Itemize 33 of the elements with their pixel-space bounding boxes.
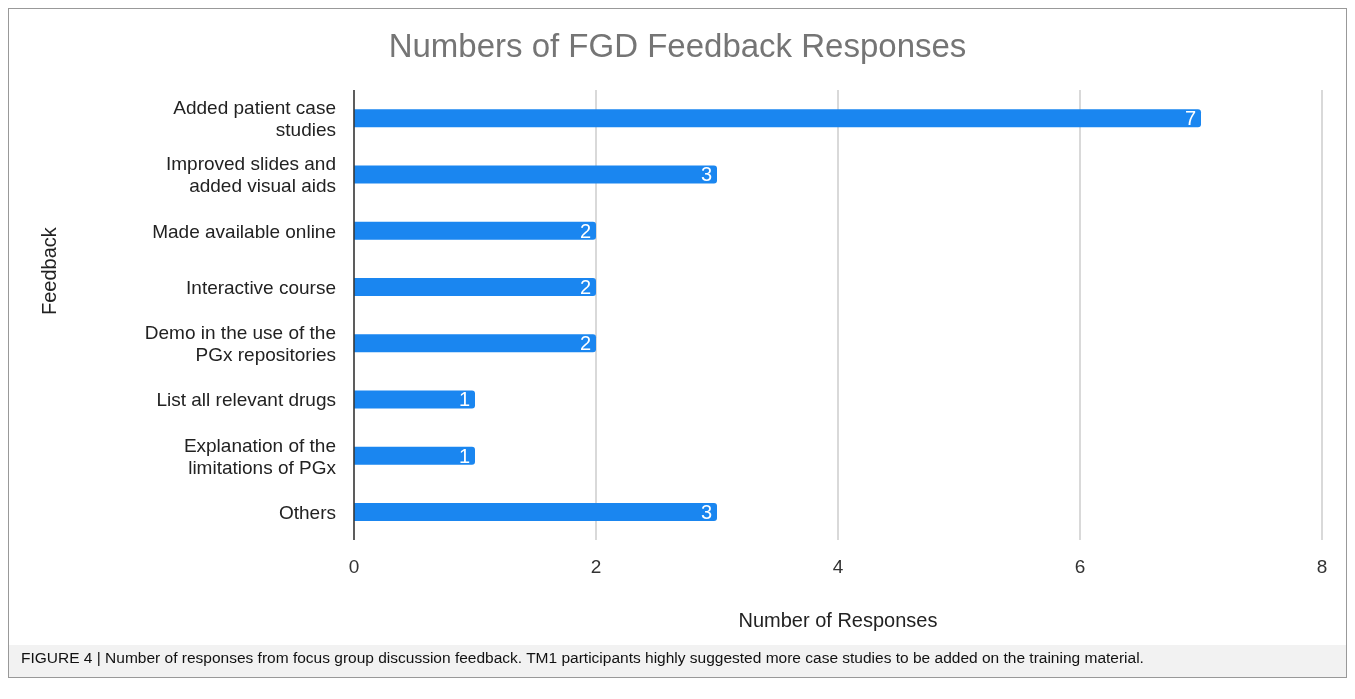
bar [354,221,596,240]
data-label: 2 [579,332,591,355]
bar [354,502,717,521]
x-tick-label: 6 [1074,556,1086,578]
x-tick-label: 0 [348,556,360,578]
y-tick-label: Others [278,501,336,523]
y-tick-label: Added patient case studies [173,96,336,140]
chart-title: Numbers of FGD Feedback Responses [387,26,968,66]
data-label: 1 [458,444,470,467]
x-tick-label: 4 [832,556,844,578]
y-tick-label: Made available online [152,220,336,242]
data-label: 3 [700,500,712,523]
bar [354,390,475,409]
x-axis-title: Number of Responses [738,609,938,631]
y-axis-title: Feedback [38,226,61,315]
y-tick-label: Improved slides and added visual aids [165,152,336,196]
data-label: 3 [700,163,712,186]
data-label: 2 [579,275,591,298]
bar [354,165,717,184]
x-tick-label: 8 [1316,556,1328,578]
data-label: 1 [458,388,470,411]
y-tick-label: Demo in the use of the PGx repositories [144,321,336,365]
bar [354,446,475,465]
y-tick-label: Explanation of the limitations of PGx [183,434,337,478]
y-tick-label: List all relevant drugs [156,388,336,410]
y-tick-label: Interactive course [186,276,336,298]
caption: FIGURE 4 | Number of responses from focus group discussion feedback. TM1 participants highly suggested more case studies to be added on the training material. [9,645,1346,677]
data-label: 2 [579,219,591,242]
data-label: 7 [1184,107,1196,130]
bar [354,109,1201,128]
bar [354,334,596,353]
bar [354,277,596,296]
x-tick-label: 2 [590,556,602,578]
